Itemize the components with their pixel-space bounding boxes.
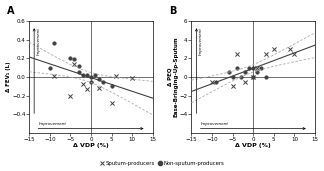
- Point: [72, 58, 77, 61]
- Point: [113, 75, 118, 77]
- Point: [76, 64, 81, 67]
- Point: [210, 80, 215, 83]
- Point: [234, 66, 239, 69]
- Text: A: A: [7, 6, 15, 16]
- Point: [288, 48, 293, 50]
- X-axis label: Δ VDP (%): Δ VDP (%): [73, 143, 109, 148]
- Point: [76, 71, 81, 74]
- Text: Improvement: Improvement: [201, 122, 229, 126]
- Point: [226, 71, 231, 74]
- Point: [255, 66, 260, 69]
- Text: Improvement: Improvement: [199, 28, 203, 55]
- Point: [242, 80, 248, 83]
- Point: [263, 52, 268, 55]
- Point: [242, 71, 248, 74]
- Point: [230, 76, 235, 78]
- Point: [72, 62, 77, 65]
- Point: [51, 42, 56, 45]
- Point: [247, 66, 252, 69]
- Point: [101, 80, 106, 83]
- Legend: Sputum-producers, Non-sputum-producers: Sputum-producers, Non-sputum-producers: [98, 159, 226, 168]
- Point: [109, 102, 114, 104]
- Point: [230, 85, 235, 88]
- Point: [251, 76, 256, 78]
- Point: [130, 76, 135, 79]
- Text: B: B: [169, 6, 177, 16]
- Point: [68, 57, 73, 60]
- Point: [88, 80, 94, 83]
- Point: [80, 74, 85, 76]
- Point: [97, 87, 102, 90]
- Point: [80, 83, 85, 86]
- X-axis label: Δ VDP (%): Δ VDP (%): [235, 143, 271, 148]
- Point: [251, 66, 256, 69]
- Point: [51, 75, 56, 77]
- Y-axis label: Δ PEQ
Ease-Bringing-Up-Sputum: Δ PEQ Ease-Bringing-Up-Sputum: [167, 37, 178, 117]
- Point: [92, 74, 98, 76]
- Point: [292, 52, 297, 55]
- Text: Improvement: Improvement: [39, 122, 67, 126]
- Point: [238, 76, 243, 78]
- Point: [68, 94, 73, 97]
- Text: Improvement: Improvement: [37, 28, 40, 55]
- Point: [255, 71, 260, 74]
- Point: [251, 76, 256, 78]
- Point: [259, 66, 264, 69]
- Point: [88, 76, 94, 78]
- Point: [109, 85, 114, 88]
- Point: [214, 80, 219, 83]
- Point: [84, 74, 89, 76]
- Point: [271, 48, 276, 50]
- Point: [84, 88, 89, 90]
- Point: [234, 52, 239, 55]
- Point: [47, 66, 52, 69]
- Point: [263, 76, 268, 78]
- Y-axis label: Δ FEV₁ (L): Δ FEV₁ (L): [6, 62, 11, 92]
- Point: [97, 77, 102, 80]
